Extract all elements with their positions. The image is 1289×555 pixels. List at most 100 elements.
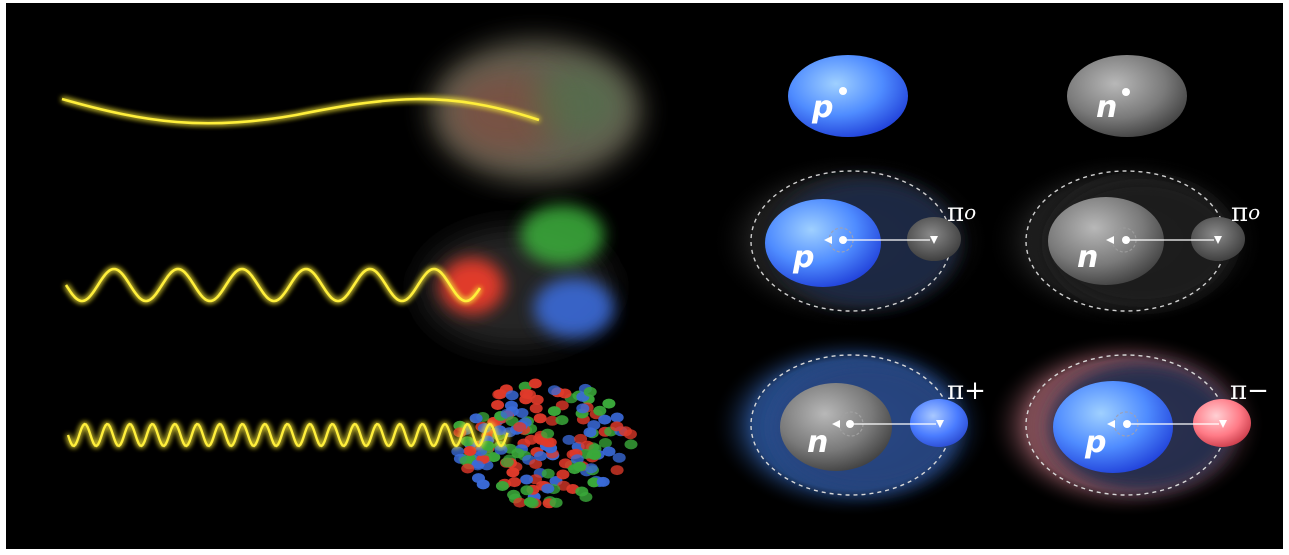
quark-ball (623, 429, 637, 440)
quark-ball (547, 385, 561, 396)
quark-ball (528, 378, 542, 389)
quark-ball (505, 390, 519, 401)
arrow-head (936, 420, 944, 428)
quark-ball (507, 489, 521, 500)
row-long-wavelength (61, 41, 641, 181)
quark-ball (534, 451, 547, 462)
quark-ball (495, 481, 509, 491)
arrow-head (832, 420, 840, 428)
quark-ball (451, 446, 465, 457)
quark-ball (610, 465, 624, 476)
row-medium-wavelength (64, 205, 614, 348)
quark-ball (472, 473, 485, 484)
pi-minus-label: π− (1230, 376, 1269, 406)
proton-pi-zero: p πo (711, 153, 991, 329)
quark-ball (491, 400, 505, 410)
quark-ball (602, 446, 616, 457)
quark-ball (541, 483, 555, 494)
quark-green (520, 205, 604, 265)
quark-ball (520, 474, 534, 485)
quark-ball (520, 485, 534, 496)
quark-blue (534, 278, 614, 338)
quark-ball (530, 394, 544, 405)
proton-pi-minus: p π− (986, 333, 1269, 517)
quark-ball (513, 497, 527, 508)
pi-plus-label: π+ (947, 376, 986, 406)
quark-ball (500, 457, 514, 468)
quark-ball (541, 468, 555, 479)
pi-zero-sup: o (964, 200, 976, 224)
quark-ball (481, 440, 495, 451)
photon-wave-icon (66, 422, 509, 448)
neutron-sphere-icon (1048, 197, 1164, 285)
quark-ball (596, 476, 610, 487)
quark-ball (513, 422, 527, 432)
quark-ball (493, 425, 507, 436)
quark-ball (598, 414, 612, 425)
quark-ball (588, 443, 602, 454)
quark-ball (610, 421, 624, 432)
quark-ball (463, 446, 477, 456)
arrow-head (1214, 236, 1222, 244)
pi-zero-label: πo (947, 198, 976, 228)
quark-ball (541, 428, 555, 439)
quark-ball (471, 460, 485, 471)
quark-ball (545, 415, 559, 426)
quark-ball (533, 413, 547, 424)
quark-ball (576, 403, 590, 414)
quark-ball (519, 388, 533, 399)
quark-ball (575, 486, 589, 497)
diagram-svg: p n p πo n πo (61, 41, 1269, 517)
quark-ball (598, 438, 612, 448)
quark-ball (494, 444, 508, 455)
quark-ball (574, 433, 588, 444)
quark-ball (593, 405, 607, 416)
proton-sphere-icon (765, 199, 881, 287)
proton-label: p (1084, 425, 1106, 460)
quark-ball (500, 408, 514, 419)
neutron-pi-plus: n π+ (711, 333, 991, 517)
arrow-head (1106, 236, 1114, 244)
neutron-label: n (807, 425, 828, 460)
proton-label: p (792, 240, 814, 275)
arrow-head (1107, 420, 1115, 428)
quark-ball (525, 498, 539, 509)
quark-ball (469, 413, 483, 424)
arrow-head (930, 236, 938, 244)
quark-ball (547, 406, 561, 417)
quark-ball (584, 463, 598, 474)
pi-zero-label: πo (1231, 198, 1260, 228)
quark-ball (529, 459, 543, 469)
neutron-label: n (1077, 240, 1098, 275)
row-short-wavelength (66, 378, 638, 509)
quark-ball (568, 464, 581, 475)
quark-ball (555, 415, 569, 426)
quark-ball (515, 408, 529, 418)
diagram-canvas: p n p πo n πo (6, 3, 1283, 549)
spin-dot (1123, 420, 1131, 428)
neutron-pi-zero: n πo (986, 153, 1266, 329)
bare-proton: p (788, 55, 908, 137)
spin-dot (839, 236, 847, 244)
neutron-sphere-icon (780, 383, 892, 471)
quark-ball (587, 477, 601, 488)
arrow-head (1219, 420, 1227, 428)
photon-wave-icon (64, 267, 482, 303)
proton-label: p (811, 90, 833, 125)
quark-ball (529, 403, 543, 414)
quark-ball (460, 436, 474, 447)
quark-ball (587, 420, 601, 431)
quark-ball (624, 439, 638, 450)
spin-dot (1122, 236, 1130, 244)
bare-neutron: n (1067, 55, 1187, 137)
spin-dot (839, 87, 847, 95)
spin-dot (1122, 88, 1130, 96)
quark-ball (602, 398, 616, 409)
quark-red (440, 258, 504, 314)
quark-ball (549, 497, 563, 508)
quark-ball (556, 469, 570, 480)
quark-ball (459, 455, 473, 466)
proton-sphere-icon (788, 55, 908, 137)
photon-wave-icon (61, 97, 540, 125)
quark-ball (583, 386, 597, 397)
